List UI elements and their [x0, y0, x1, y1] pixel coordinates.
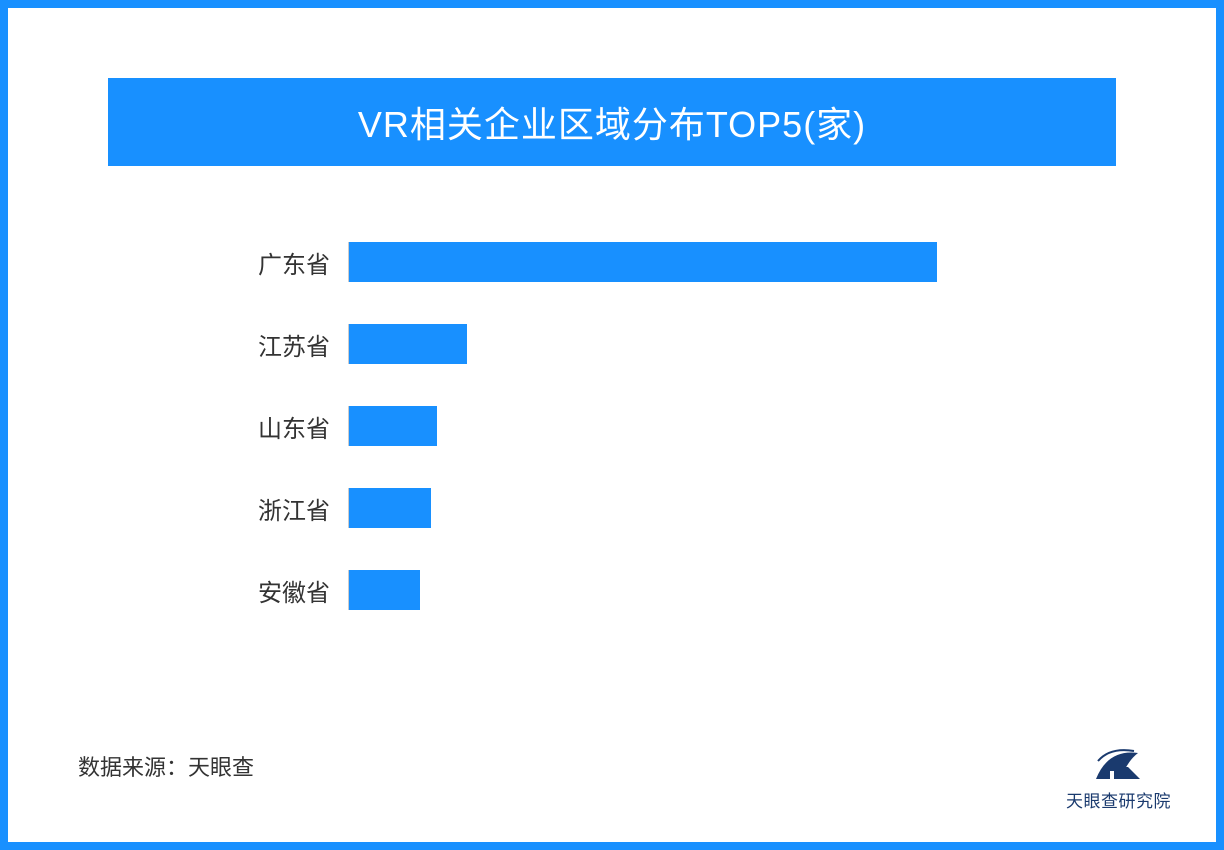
logo: 天眼查研究院	[1066, 741, 1171, 812]
bar-label: 山东省	[248, 409, 348, 444]
bar-fill	[349, 488, 431, 528]
bar-label: 安徽省	[248, 573, 348, 608]
bar-track	[348, 324, 996, 364]
bar-label: 浙江省	[248, 491, 348, 526]
bar-label: 广东省	[248, 245, 348, 280]
bar-track	[348, 242, 996, 282]
bar-row: 安徽省	[248, 554, 996, 626]
data-source-label: 数据来源：天眼查	[78, 750, 254, 782]
chart-container: VR相关企业区域分布TOP5(家) 广东省 江苏省 山东省 浙江省	[8, 8, 1216, 842]
bar-row: 浙江省	[248, 472, 996, 544]
bar-row: 广东省	[248, 226, 996, 298]
bar-label: 江苏省	[248, 327, 348, 362]
bar-fill	[349, 570, 420, 610]
chart-title: VR相关企业区域分布TOP5(家)	[108, 78, 1116, 166]
bar-fill	[349, 242, 937, 282]
logo-text: 天眼查研究院	[1066, 787, 1171, 812]
bar-fill	[349, 324, 467, 364]
logo-icon	[1090, 741, 1148, 783]
bar-track	[348, 406, 996, 446]
chart-area: 广东省 江苏省 山东省 浙江省 安徽省	[248, 226, 996, 646]
bar-track	[348, 488, 996, 528]
bar-row: 江苏省	[248, 308, 996, 380]
bar-track	[348, 570, 996, 610]
bar-row: 山东省	[248, 390, 996, 462]
bar-fill	[349, 406, 437, 446]
